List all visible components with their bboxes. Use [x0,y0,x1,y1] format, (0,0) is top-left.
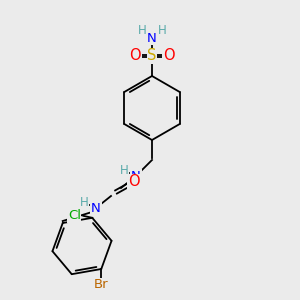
Text: H: H [158,23,166,37]
Text: H: H [120,164,128,178]
Text: O: O [128,175,140,190]
Text: N: N [131,169,141,182]
Text: S: S [147,49,157,64]
Text: O: O [129,49,141,64]
Text: O: O [163,49,175,64]
Text: N: N [147,32,157,44]
Text: N: N [91,202,101,214]
Text: H: H [138,23,146,37]
Text: Br: Br [94,278,109,292]
Text: Cl: Cl [68,209,81,222]
Text: H: H [80,196,88,209]
